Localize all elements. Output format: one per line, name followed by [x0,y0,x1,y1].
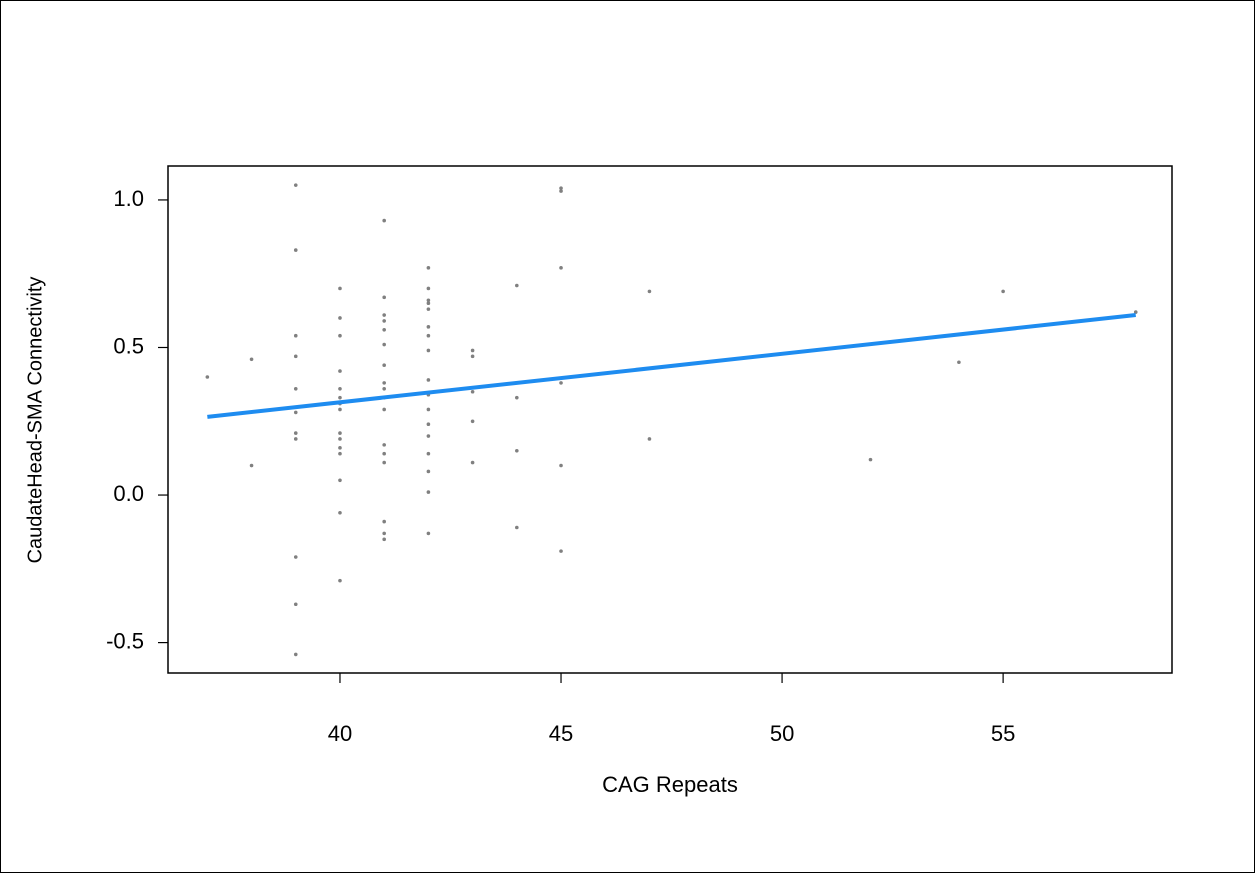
point [426,490,431,494]
point [338,369,342,373]
point [470,389,475,394]
point [426,348,431,353]
point [426,286,431,291]
point [338,407,342,412]
point [426,407,431,412]
point [426,333,431,338]
point [338,478,342,483]
point [249,357,254,362]
point [293,410,298,415]
point [382,342,386,347]
point [559,189,563,193]
point [515,395,519,400]
point [515,525,519,530]
point [382,363,386,367]
point [338,286,342,291]
point [470,354,475,359]
point [470,460,475,465]
point [382,319,386,323]
point [647,289,652,294]
plot-box [167,165,1173,674]
point [382,531,386,536]
point [515,283,519,288]
point [559,186,563,190]
point [382,407,386,412]
point [426,266,431,270]
point [647,437,652,441]
point [559,549,563,553]
point [426,378,431,382]
point [426,307,431,311]
point [426,298,431,303]
y-tick-label: 1.0 [113,186,144,211]
point [382,327,386,332]
point [382,443,386,447]
point [470,348,475,353]
point [338,387,342,391]
x-tick-label: 45 [549,721,573,746]
point [426,469,431,474]
point [382,460,386,465]
point [382,218,386,223]
point [338,578,342,583]
y-tick-label: 0.0 [113,481,144,506]
point [382,519,386,524]
point [382,381,386,385]
y-axis-label: CaudateHead-SMA Connectivity [24,277,46,564]
point [338,333,342,338]
point [293,333,298,338]
point [1001,289,1005,294]
point [338,446,342,450]
trend-line [207,313,1136,419]
point [293,555,298,559]
point [293,183,298,187]
point [338,437,342,441]
point [293,431,298,435]
point [382,295,386,300]
point [559,463,563,468]
point [338,395,342,400]
point [515,448,519,453]
point [957,360,961,365]
point [1133,310,1138,314]
point [382,313,386,317]
point [426,434,431,438]
point [426,325,431,329]
point [470,419,475,424]
x-tick-label: 50 [770,721,794,746]
y-tick-label: 0.5 [113,333,144,358]
point [382,387,386,391]
point [382,537,386,542]
point [426,451,431,456]
point [868,457,873,462]
point [205,375,210,379]
point [293,248,298,252]
point [382,451,386,456]
point [293,354,298,359]
point [249,463,254,468]
x-axis-label: CAG Repeats [602,772,738,797]
x-tick-label: 55 [991,721,1015,746]
point [293,602,298,607]
point [293,387,298,391]
y-tick-label: -0.5 [106,628,144,653]
point [559,266,563,270]
point [426,422,431,427]
x-tick-label: 40 [328,721,352,746]
point [293,437,298,441]
point [338,451,342,456]
point [338,431,342,435]
point [559,381,563,385]
point [426,301,431,306]
point [338,316,342,320]
point [338,510,342,515]
point [293,652,298,657]
point [426,531,431,536]
